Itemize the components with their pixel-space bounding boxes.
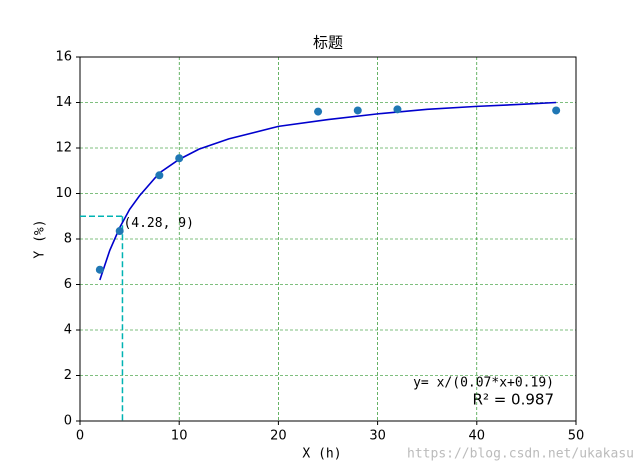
y-tick-label: 6 [64, 277, 72, 292]
x-tick-label: 50 [568, 429, 585, 444]
scatter-point [175, 154, 184, 163]
scatter-point [552, 106, 561, 115]
equation: y= x/(0.07*x+0.19) [413, 376, 554, 391]
y-tick-label: 2 [64, 368, 72, 383]
y-tick-label: 0 [64, 414, 72, 429]
x-tick-label: 30 [369, 429, 386, 444]
fit-line [99, 101, 557, 281]
y-axis-label: Y (%) [33, 219, 48, 258]
scatter-point [95, 265, 104, 274]
y-tick-label: 16 [55, 50, 72, 65]
x-axis-label: X (h) [302, 447, 341, 462]
annotation-label: (4.28, 9) [123, 216, 193, 231]
plot-frame [79, 56, 577, 422]
x-tick-label: 10 [171, 429, 188, 444]
scatter-point [115, 227, 124, 236]
y-tick-label: 12 [55, 141, 72, 156]
scatter-point [314, 107, 323, 116]
y-tick-label: 4 [64, 323, 72, 338]
scatter-point [155, 171, 164, 180]
watermark: https://blog.csdn.net/ukakasu [407, 447, 634, 462]
x-tick-label: 20 [270, 429, 287, 444]
y-tick-label: 8 [64, 232, 72, 247]
scatter-point [393, 105, 402, 114]
y-tick-label: 10 [55, 186, 72, 201]
x-tick-label: 0 [76, 429, 84, 444]
x-tick-label: 40 [469, 429, 486, 444]
y-tick-label: 14 [55, 95, 72, 110]
r-squared: R² = 0.987 [473, 391, 554, 409]
scatter-point [353, 106, 362, 115]
chart-title: 标题 [313, 34, 343, 52]
